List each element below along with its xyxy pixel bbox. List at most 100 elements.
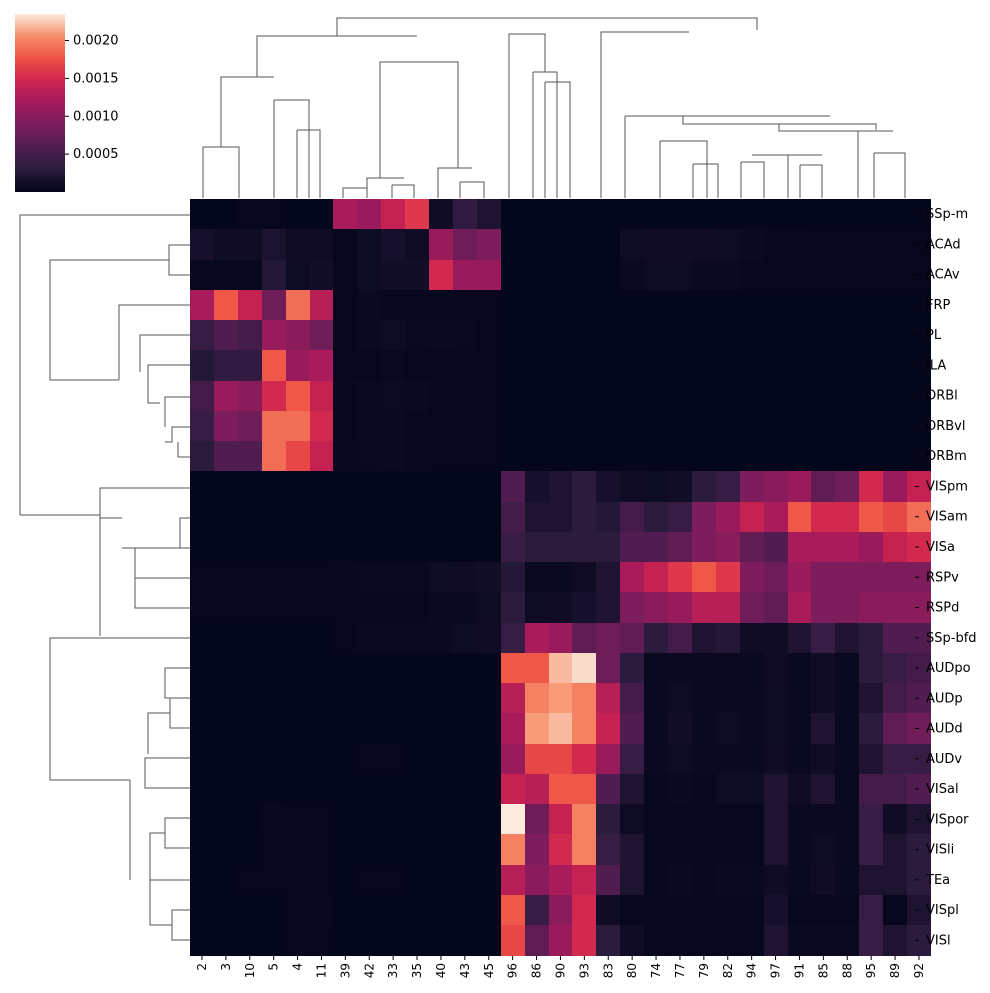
heatmap-cell <box>596 290 620 320</box>
heatmap-cell <box>620 925 644 956</box>
heatmap-cell <box>477 683 501 713</box>
heatmap-cell <box>644 320 668 350</box>
heatmap-cell <box>883 320 907 350</box>
heatmap-cell <box>811 290 835 320</box>
heatmap-cell <box>190 865 214 895</box>
heatmap-cell <box>429 471 453 502</box>
heatmap-cell <box>429 381 453 411</box>
heatmap-cell <box>262 532 286 562</box>
heatmap-cell <box>262 774 286 804</box>
heatmap-cell <box>453 713 477 744</box>
heatmap-cell <box>620 774 644 804</box>
heatmap-cell <box>333 834 357 865</box>
heatmap-cell <box>668 683 692 713</box>
heatmap-cell <box>764 532 788 562</box>
heatmap-cell <box>429 623 453 653</box>
y-tick-label: VISpm <box>926 479 968 494</box>
heatmap-cell <box>572 804 596 834</box>
heatmap-cell <box>572 229 596 260</box>
heatmap-cell <box>668 502 692 532</box>
heatmap-cell <box>644 865 668 895</box>
heatmap-cell <box>190 502 214 532</box>
heatmap-cell <box>549 350 572 381</box>
heatmap-cell <box>764 744 788 774</box>
heatmap-cell <box>238 411 262 441</box>
heatmap-cell <box>668 834 692 865</box>
heatmap-cell <box>644 895 668 925</box>
heatmap-cell <box>740 229 764 260</box>
heatmap-cell <box>620 895 644 925</box>
heatmap-cell <box>788 381 811 411</box>
heatmap-cell <box>572 411 596 441</box>
heatmap-cell <box>620 381 644 411</box>
heatmap-cell <box>286 925 310 956</box>
heatmap-cell <box>525 623 549 653</box>
heatmap-cell <box>310 804 333 834</box>
x-tick-label: 92 <box>912 963 926 978</box>
heatmap-cell <box>549 502 572 532</box>
heatmap-cell <box>644 260 668 290</box>
heatmap-cell <box>835 653 859 683</box>
heatmap-cell <box>501 260 525 290</box>
heatmap-cell <box>310 471 333 502</box>
heatmap-cell <box>405 683 429 713</box>
heatmap-cell <box>501 683 525 713</box>
heatmap-cell <box>190 441 214 471</box>
heatmap-cell <box>453 441 477 471</box>
heatmap-cell <box>357 623 381 653</box>
heatmap-cell <box>477 925 501 956</box>
heatmap-cell <box>835 199 859 229</box>
heatmap-cell <box>310 683 333 713</box>
heatmap-cell <box>477 199 501 229</box>
heatmap-cell <box>429 290 453 320</box>
heatmap-cell <box>333 562 357 592</box>
heatmap-cell <box>333 532 357 562</box>
heatmap-cell <box>620 562 644 592</box>
heatmap-cell <box>357 562 381 592</box>
heatmap-cell <box>429 260 453 290</box>
x-tick-label: 80 <box>625 963 639 978</box>
heatmap-cell <box>525 834 549 865</box>
heatmap-cell <box>811 774 835 804</box>
heatmap-cell <box>644 471 668 502</box>
heatmap-cell <box>883 532 907 562</box>
heatmap-cell <box>549 744 572 774</box>
heatmap-cell <box>620 653 644 683</box>
heatmap-cell <box>190 683 214 713</box>
heatmap-cell <box>692 229 716 260</box>
heatmap-cell <box>620 532 644 562</box>
heatmap-cell <box>549 713 572 744</box>
heatmap-cell <box>214 350 238 381</box>
heatmap-cell <box>620 199 644 229</box>
heatmap-cell <box>190 290 214 320</box>
heatmap-cell <box>286 441 310 471</box>
heatmap-cell <box>333 350 357 381</box>
colorbar-tick-label: 0.0010 <box>73 109 119 124</box>
heatmap-cell <box>572 260 596 290</box>
y-tick-label: ACAd <box>926 237 961 252</box>
heatmap-cell <box>405 744 429 774</box>
heatmap-cell <box>692 744 716 774</box>
heatmap-cell <box>668 744 692 774</box>
heatmap-cell <box>429 562 453 592</box>
heatmap-cell <box>883 199 907 229</box>
heatmap-cell <box>238 381 262 411</box>
heatmap-cell <box>310 199 333 229</box>
heatmap-cell <box>262 320 286 350</box>
x-tick-label: 91 <box>792 963 806 978</box>
heatmap-cell <box>429 592 453 623</box>
heatmap-cell <box>859 562 883 592</box>
heatmap-cell <box>477 865 501 895</box>
heatmap-cell <box>310 229 333 260</box>
heatmap-cell <box>859 532 883 562</box>
heatmap-cell <box>214 411 238 441</box>
heatmap-cell <box>835 441 859 471</box>
x-tick-label: 3 <box>219 963 233 971</box>
heatmap-cell <box>286 502 310 532</box>
heatmap-cell <box>333 713 357 744</box>
heatmap-cell <box>883 744 907 774</box>
heatmap-cell <box>477 562 501 592</box>
heatmap-cell <box>549 925 572 956</box>
y-tick-label: VISpor <box>926 812 969 827</box>
heatmap-cell <box>405 865 429 895</box>
